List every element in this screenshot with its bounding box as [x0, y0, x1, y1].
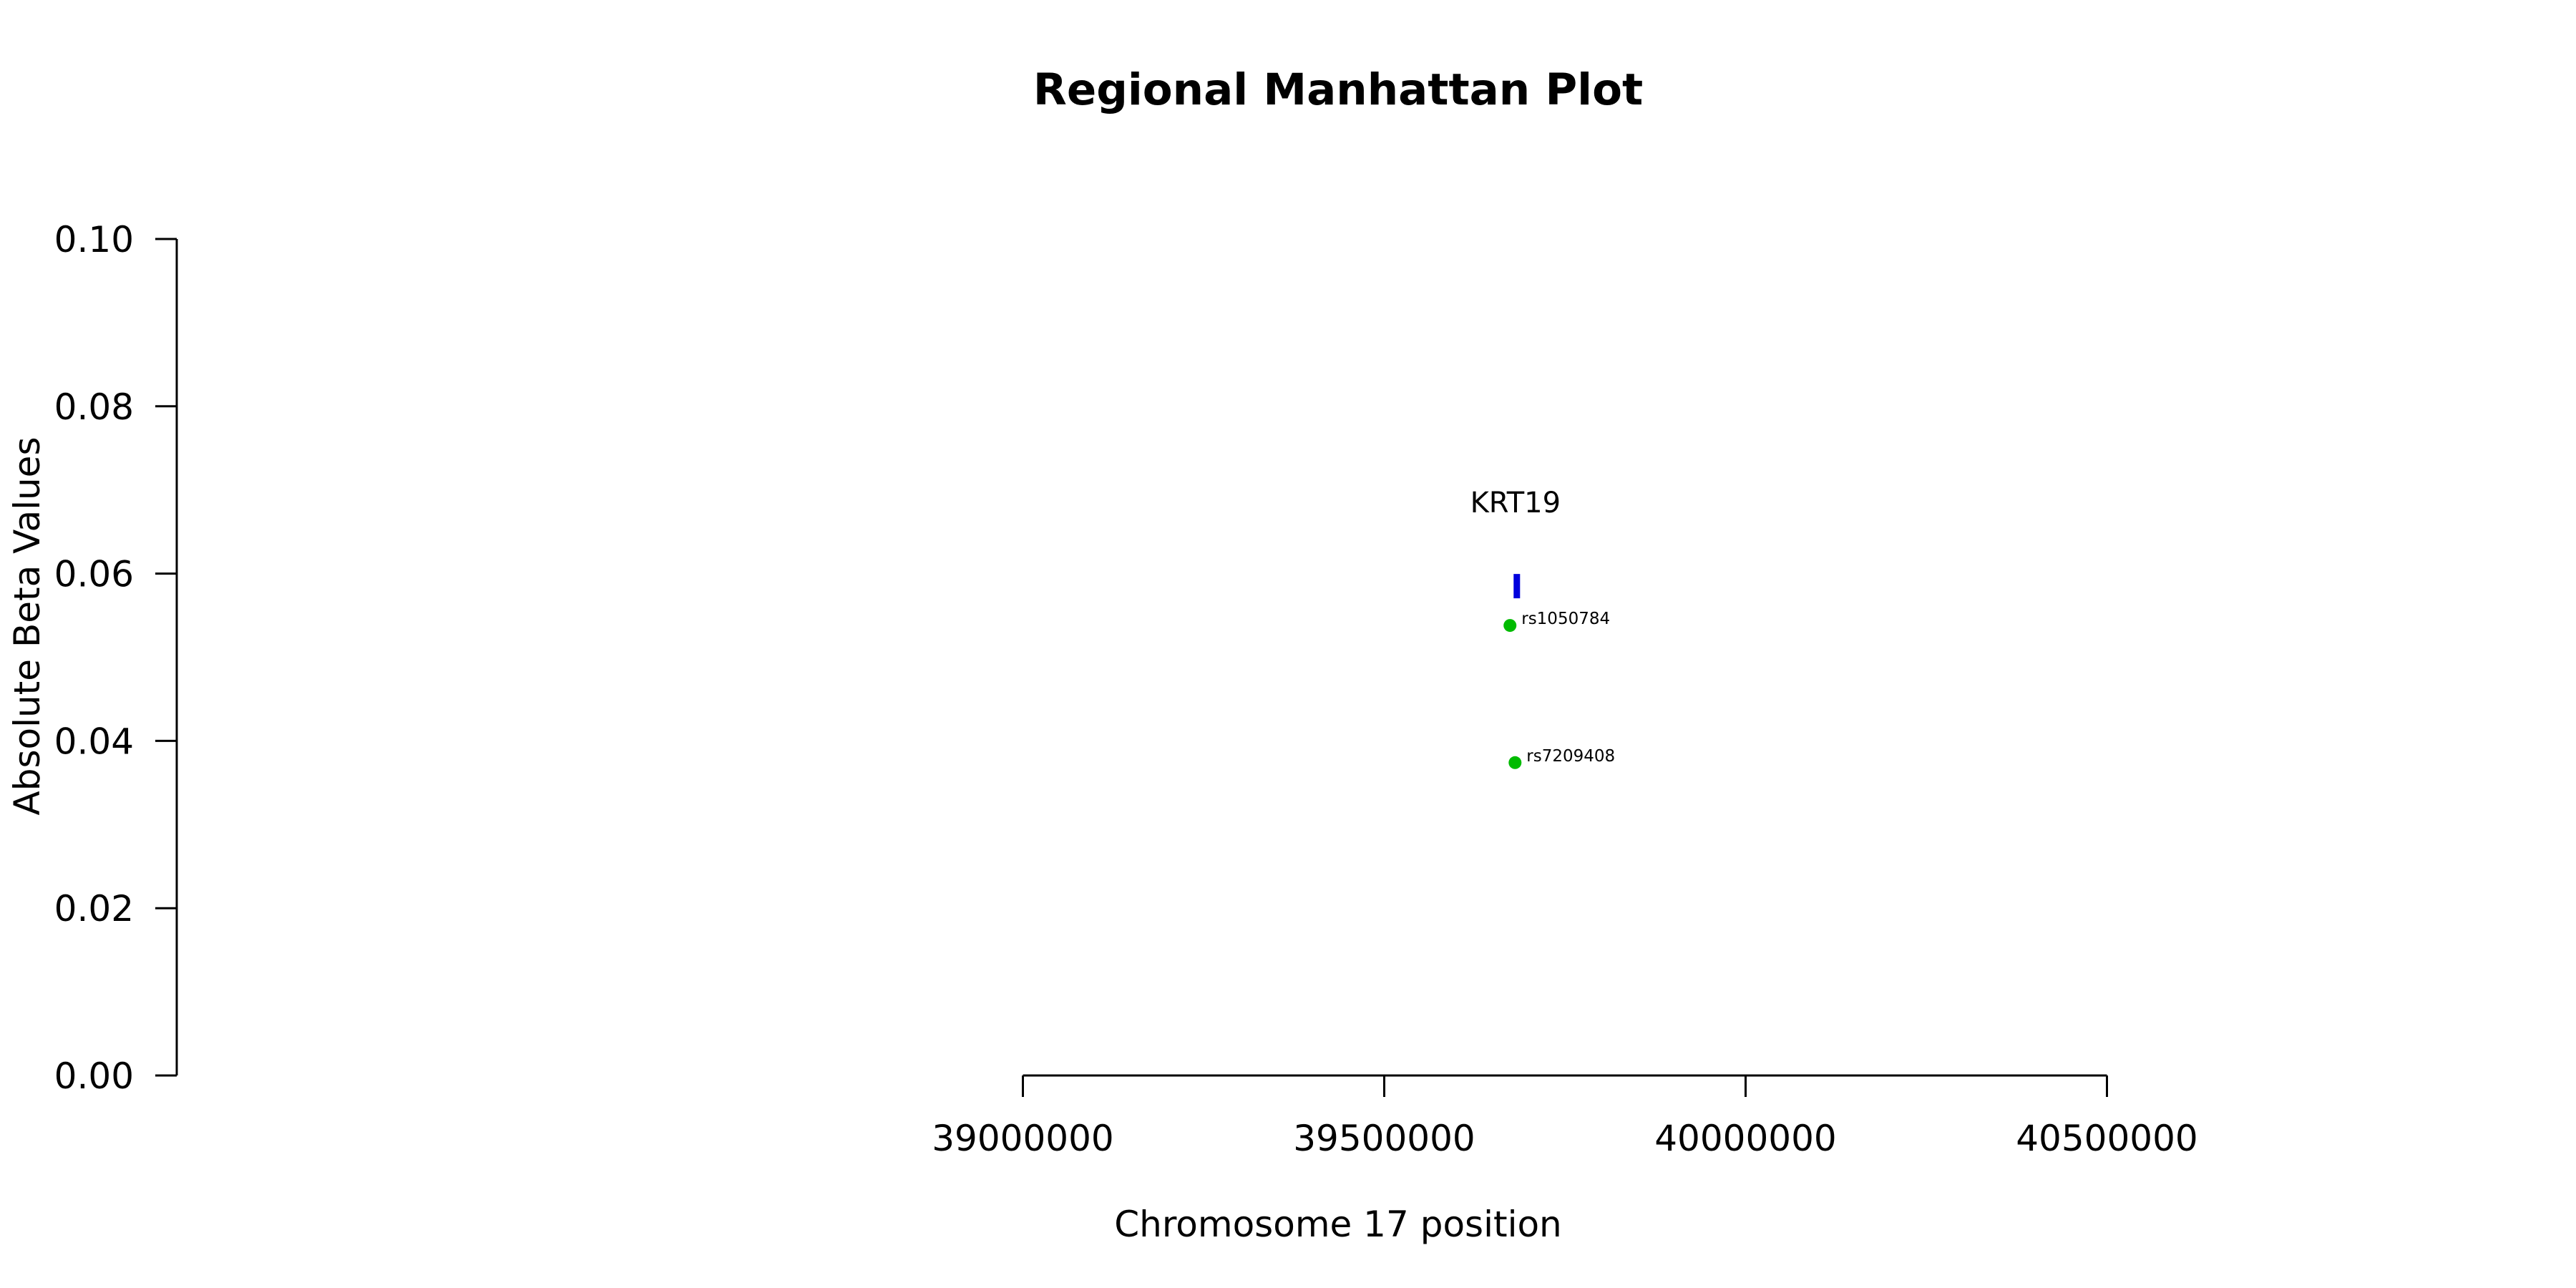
x-tick-label: 40000000	[1654, 1118, 1837, 1159]
y-tick-label: 0.02	[54, 888, 134, 930]
snp-label: rs7209408	[1526, 747, 1615, 766]
y-axis-ticks: 0.00 0.02 0.04 0.06 0.08 0.10	[54, 219, 177, 1097]
snp-point	[1508, 756, 1522, 769]
x-axis-ticks: 39000000 39500000 40000000 40500000	[932, 1075, 2198, 1159]
y-tick-label: 0.10	[54, 219, 134, 260]
y-tick-label: 0.08	[54, 386, 134, 428]
x-tick-label: 40500000	[2016, 1118, 2198, 1159]
x-tick-label: 39000000	[932, 1118, 1114, 1159]
snp-point	[1503, 619, 1517, 633]
data-points: rs1050784 rs7209408	[1503, 610, 1615, 769]
y-tick-label: 0.00	[54, 1055, 134, 1097]
snp-label: rs1050784	[1521, 610, 1610, 628]
gene-bar	[1513, 574, 1521, 599]
x-tick-label: 39500000	[1293, 1118, 1475, 1159]
y-axis-title: Absolute Beta Values	[6, 437, 48, 816]
chart-title: Regional Manhattan Plot	[1033, 64, 1643, 115]
y-tick-label: 0.06	[54, 554, 134, 595]
gene-track: KRT19	[1470, 487, 1561, 599]
x-axis-title: Chromosome 17 position	[1114, 1204, 1562, 1245]
y-tick-label: 0.04	[54, 721, 134, 762]
gene-label: KRT19	[1470, 487, 1561, 519]
